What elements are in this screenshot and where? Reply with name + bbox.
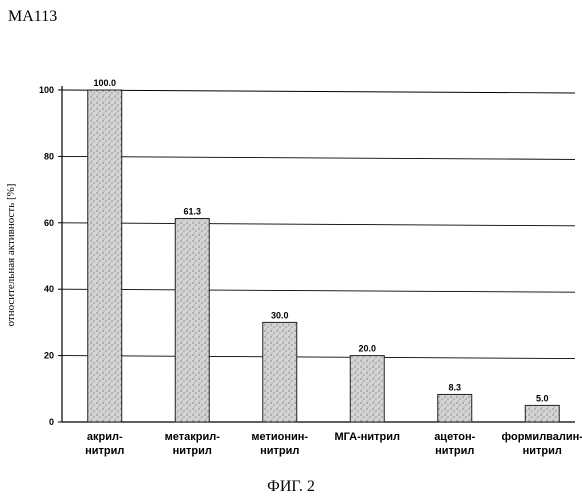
y-tick-label: 20 bbox=[44, 351, 54, 361]
bar bbox=[263, 322, 297, 422]
bar-value-label: 30.0 bbox=[271, 310, 289, 320]
x-category-line: метионин- bbox=[251, 431, 308, 443]
x-category-label: ацетон-нитрил bbox=[434, 431, 475, 457]
x-category-line: акрил- bbox=[87, 431, 123, 443]
x-category-line: нитрил bbox=[435, 445, 474, 457]
bar-value-label: 100.0 bbox=[93, 78, 116, 88]
axes bbox=[58, 86, 575, 422]
x-category-line: МГА-нитрил bbox=[334, 431, 400, 443]
bar bbox=[438, 394, 472, 422]
gridline bbox=[62, 156, 575, 159]
x-category-label: акрил-нитрил bbox=[85, 431, 124, 457]
bar-value-label: 8.3 bbox=[448, 382, 461, 392]
bars bbox=[88, 90, 560, 422]
bar-value-label: 20.0 bbox=[358, 344, 376, 354]
y-tick-label: 60 bbox=[44, 218, 54, 228]
gridlines bbox=[62, 90, 575, 359]
bar bbox=[525, 405, 559, 422]
x-category-label: метакрил-нитрил bbox=[165, 431, 221, 457]
x-category-line: ацетон- bbox=[434, 431, 475, 443]
x-category-line: нитрил bbox=[85, 445, 124, 457]
bar bbox=[350, 356, 384, 422]
x-category-line: нитрил bbox=[523, 445, 562, 457]
y-tick-label: 40 bbox=[44, 284, 54, 294]
y-tick-label: 100 bbox=[39, 85, 54, 95]
x-category-line: нитрил bbox=[173, 445, 212, 457]
bar-value-label: 5.0 bbox=[536, 393, 549, 403]
x-category-line: формилвалин- bbox=[502, 431, 582, 443]
bar-chart: 0 20 40 60 80 100 100.0 акрил-нитрил 61.3 метакри… bbox=[0, 0, 582, 475]
x-category-label: метионин-нитрил bbox=[251, 431, 308, 457]
x-category-line: нитрил bbox=[260, 445, 299, 457]
figure-caption: ФИГ. 2 bbox=[0, 478, 582, 496]
y-tick-label: 80 bbox=[44, 151, 54, 161]
x-category-line: метакрил- bbox=[165, 431, 221, 443]
y-axis-title: относительная активность [%] bbox=[5, 184, 17, 327]
x-category-label: МГА-нитрил bbox=[334, 431, 400, 443]
y-tick-label: 0 bbox=[49, 417, 54, 427]
bar-value-label: 61.3 bbox=[183, 206, 201, 216]
bar bbox=[88, 90, 122, 422]
gridline bbox=[62, 289, 575, 292]
gridline bbox=[62, 90, 575, 93]
gridline bbox=[62, 356, 575, 359]
bar bbox=[175, 218, 209, 422]
gridline bbox=[62, 223, 575, 226]
x-category-label: формилвалин-нитрил bbox=[502, 431, 582, 457]
